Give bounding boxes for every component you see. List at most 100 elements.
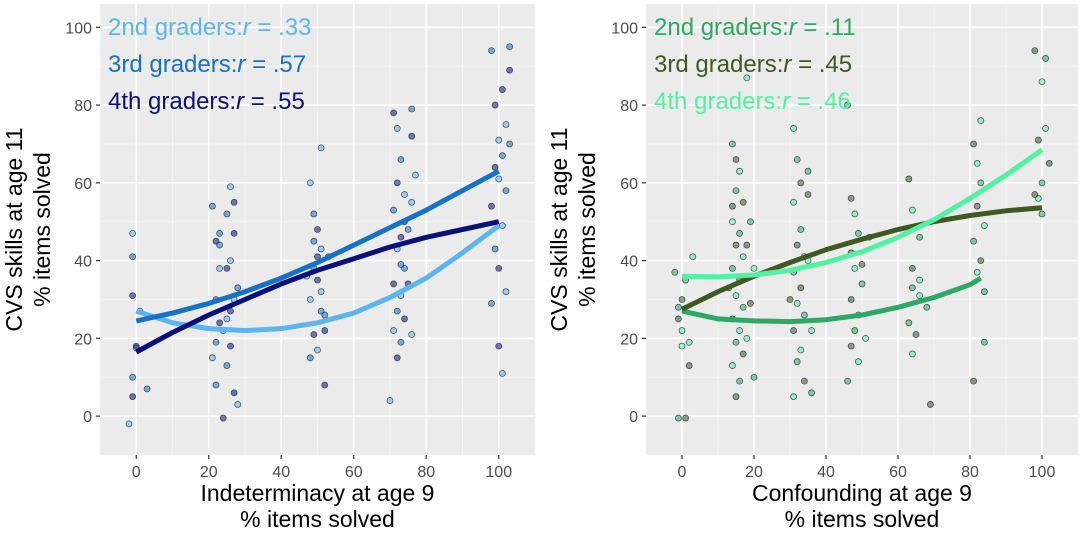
legend-r-value: = .33 — [251, 14, 312, 41]
x-axis-title: Indeterminacy at age 9 — [201, 480, 435, 506]
legend-label-3rd-graders: 3rd graders:r = .45 — [654, 51, 852, 78]
x-tick-label: 0 — [132, 464, 141, 481]
data-point — [1032, 192, 1038, 198]
data-point — [794, 300, 800, 306]
data-point — [859, 281, 865, 287]
data-point — [213, 382, 219, 388]
data-point — [224, 363, 230, 369]
data-point — [791, 125, 797, 131]
data-point — [1032, 48, 1038, 54]
x-axis-subtitle: % items solved — [785, 506, 940, 532]
data-point — [981, 223, 987, 229]
legend-r-value: = .57 — [245, 51, 306, 78]
data-point — [974, 160, 980, 166]
data-point — [318, 145, 324, 151]
data-point — [733, 242, 739, 248]
data-point — [231, 199, 237, 205]
data-point — [144, 386, 150, 392]
y-tick-label: 80 — [620, 98, 638, 115]
data-point — [499, 223, 505, 229]
data-point — [1046, 160, 1052, 166]
data-point — [412, 172, 418, 178]
data-point — [402, 316, 408, 322]
data-point — [231, 390, 237, 396]
data-point — [394, 180, 400, 186]
data-point — [798, 347, 804, 353]
data-point — [1039, 79, 1045, 85]
data-point — [852, 211, 858, 217]
data-point — [809, 328, 815, 334]
legend-label-2nd-graders: 2nd graders:r = .11 — [654, 14, 856, 41]
data-point — [307, 355, 313, 361]
data-point — [913, 331, 919, 337]
data-point — [315, 227, 321, 233]
data-point — [130, 254, 136, 260]
data-point — [1039, 211, 1045, 217]
data-point — [906, 176, 912, 182]
data-point — [798, 227, 804, 233]
legend-prefix: 3rd graders: — [108, 51, 237, 78]
data-point — [801, 378, 807, 384]
data-point — [499, 153, 505, 159]
data-point — [978, 180, 984, 186]
x-tick-label: 100 — [485, 464, 512, 481]
data-point — [679, 343, 685, 349]
y-tick-label: 100 — [65, 20, 92, 37]
data-point — [686, 339, 692, 345]
data-point — [322, 382, 328, 388]
data-point — [315, 277, 321, 283]
data-point — [747, 219, 753, 225]
data-point — [391, 328, 397, 334]
data-point — [733, 394, 739, 400]
data-point — [794, 359, 800, 365]
data-point — [1035, 137, 1041, 143]
data-point — [686, 363, 692, 369]
data-point — [398, 157, 404, 163]
data-point — [496, 343, 502, 349]
data-point — [909, 285, 915, 291]
data-point — [848, 296, 854, 302]
data-point — [130, 394, 136, 400]
data-point — [398, 234, 404, 240]
y-tick-label: 100 — [611, 20, 638, 37]
data-point — [489, 203, 495, 209]
data-point — [503, 122, 509, 128]
data-point — [507, 44, 513, 50]
data-point — [729, 219, 735, 225]
data-point — [398, 339, 404, 345]
y-axis-title: CVS skills at age 11 — [546, 127, 572, 331]
data-point — [909, 265, 915, 271]
y-tick-label: 40 — [74, 254, 92, 271]
data-point — [733, 157, 739, 163]
data-point — [492, 246, 498, 252]
x-tick-label: 20 — [745, 464, 763, 481]
y-tick-label: 60 — [620, 176, 638, 193]
data-point — [503, 289, 509, 295]
data-point — [679, 296, 685, 302]
data-point — [852, 265, 858, 271]
data-point — [499, 370, 505, 376]
y-tick-label: 0 — [629, 409, 638, 426]
data-point — [978, 258, 984, 264]
data-point — [224, 211, 230, 217]
data-point — [318, 246, 324, 252]
data-point — [729, 265, 735, 271]
data-point — [391, 207, 397, 213]
data-point — [217, 230, 223, 236]
data-point — [126, 421, 132, 427]
data-point — [307, 296, 313, 302]
y-axis-title: CVS skills at age 11 — [1, 127, 27, 331]
data-point — [683, 415, 689, 421]
data-point — [791, 394, 797, 400]
data-point — [130, 230, 136, 236]
data-point — [394, 125, 400, 131]
data-point — [733, 339, 739, 345]
figure: 0 20 40 60 80 100 0 20 40 60 80 100 2nd graders:r = … — [0, 0, 1084, 535]
data-point — [794, 242, 800, 248]
data-point — [387, 398, 393, 404]
data-point — [733, 188, 739, 194]
data-point — [228, 258, 234, 264]
data-point — [492, 102, 498, 108]
data-point — [798, 285, 804, 291]
x-tick-label: 100 — [1029, 464, 1056, 481]
